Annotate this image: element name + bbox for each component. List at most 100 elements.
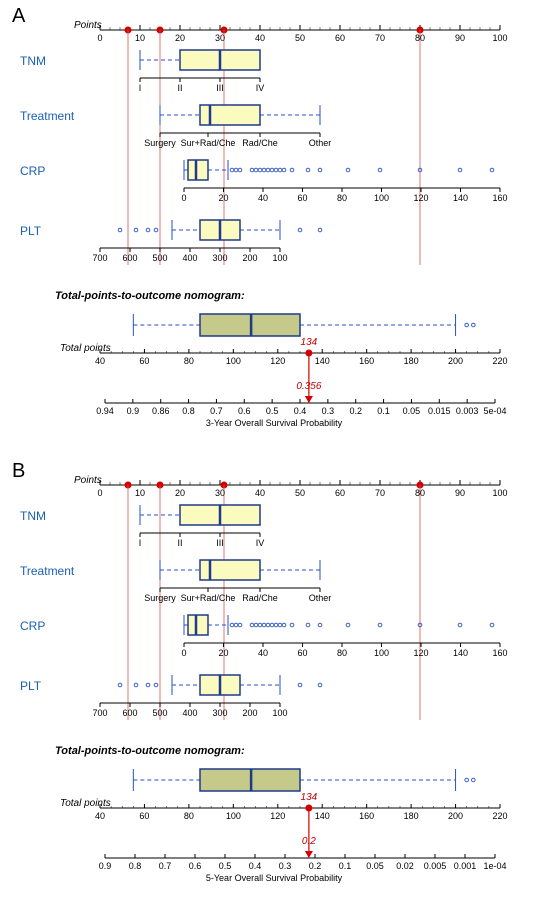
- label: II: [177, 538, 182, 548]
- label: 90: [455, 488, 465, 498]
- label: Surgery: [144, 593, 176, 603]
- label: 30: [215, 33, 225, 43]
- label: 40: [255, 33, 265, 43]
- label: Points: [74, 20, 102, 31]
- label: 70: [375, 488, 385, 498]
- label: 80: [337, 193, 347, 203]
- label: 70: [375, 33, 385, 43]
- label: 700: [92, 253, 107, 263]
- label: 40: [95, 811, 105, 821]
- label: 0.2: [349, 406, 362, 416]
- label: 220: [492, 811, 507, 821]
- label: 50: [295, 488, 305, 498]
- label: 0.9: [99, 861, 112, 871]
- label: 100: [374, 648, 389, 658]
- label: I: [139, 538, 142, 548]
- label: 100: [226, 811, 241, 821]
- label: 160: [359, 356, 374, 366]
- label: TNM: [20, 509, 46, 523]
- label: 0: [181, 648, 186, 658]
- label: 120: [413, 193, 428, 203]
- label: Rad/Che: [242, 593, 278, 603]
- label: 0.86: [152, 406, 170, 416]
- outcome-label: 5-Year Overall Survival Probability: [0, 873, 548, 883]
- label: 0.6: [189, 861, 202, 871]
- label: Sur+Rad/Che: [181, 138, 236, 148]
- label: Surgery: [144, 138, 176, 148]
- label: 0.7: [210, 406, 223, 416]
- label: 160: [359, 811, 374, 821]
- label: 300: [212, 708, 227, 718]
- label: 60: [335, 488, 345, 498]
- label: 20: [175, 33, 185, 43]
- label: I: [139, 83, 142, 93]
- label: 0.5: [219, 861, 232, 871]
- label: 200: [448, 811, 463, 821]
- label: Treatment: [20, 109, 74, 123]
- label: 220: [492, 356, 507, 366]
- label: 0: [97, 488, 102, 498]
- label: 50: [295, 33, 305, 43]
- label: 60: [297, 648, 307, 658]
- label: Total points: [60, 343, 111, 354]
- label: 0.356: [296, 381, 321, 392]
- label: 200: [242, 708, 257, 718]
- label: 20: [175, 488, 185, 498]
- label: 600: [122, 253, 137, 263]
- label: 0.05: [403, 406, 421, 416]
- label: 10: [135, 33, 145, 43]
- label: Total-points-to-outcome nomogram:: [55, 745, 245, 757]
- label: 180: [404, 356, 419, 366]
- label: 140: [315, 356, 330, 366]
- label: 100: [272, 708, 287, 718]
- label: CRP: [20, 164, 45, 178]
- label: CRP: [20, 619, 45, 633]
- label: 100: [226, 356, 241, 366]
- label: 0.3: [322, 406, 335, 416]
- label: 180: [404, 811, 419, 821]
- label: 0.05: [366, 861, 384, 871]
- label: 0.6: [238, 406, 251, 416]
- label: III: [216, 538, 224, 548]
- label: 0.7: [159, 861, 172, 871]
- label: 0: [181, 193, 186, 203]
- label: 200: [242, 253, 257, 263]
- panel-B: B0102030405060708090100PointsIIIIIIIVSur…: [0, 460, 548, 910]
- label: 140: [453, 648, 468, 658]
- label: 1e-04: [483, 861, 506, 871]
- label: 100: [374, 193, 389, 203]
- label: 0.4: [249, 861, 262, 871]
- label: IV: [256, 83, 265, 93]
- label: 0: [97, 33, 102, 43]
- label: 10: [135, 488, 145, 498]
- label: 100: [492, 33, 507, 43]
- label: 100: [492, 488, 507, 498]
- label: 40: [258, 193, 268, 203]
- label: 500: [152, 708, 167, 718]
- panel-A: A0102030405060708090100PointsIIIIIIIVSur…: [0, 5, 548, 455]
- label: 140: [453, 193, 468, 203]
- label: 300: [212, 253, 227, 263]
- label: Other: [309, 593, 332, 603]
- label: 0.9: [127, 406, 140, 416]
- label: 0.003: [456, 406, 479, 416]
- label: 200: [448, 356, 463, 366]
- label: PLT: [20, 224, 41, 238]
- label: 134: [301, 792, 318, 803]
- label: 80: [184, 356, 194, 366]
- label: 0.001: [454, 861, 477, 871]
- label: 500: [152, 253, 167, 263]
- label: 40: [255, 488, 265, 498]
- label: 600: [122, 708, 137, 718]
- label: 134: [301, 337, 318, 348]
- label: 160: [492, 193, 507, 203]
- label: 80: [415, 33, 425, 43]
- label: 60: [297, 193, 307, 203]
- label: Points: [74, 475, 102, 486]
- label: 0.5: [266, 406, 279, 416]
- label: IV: [256, 538, 265, 548]
- label: 0.2: [302, 836, 316, 847]
- label: 0.015: [428, 406, 451, 416]
- label: 120: [413, 648, 428, 658]
- label: Total points: [60, 798, 111, 809]
